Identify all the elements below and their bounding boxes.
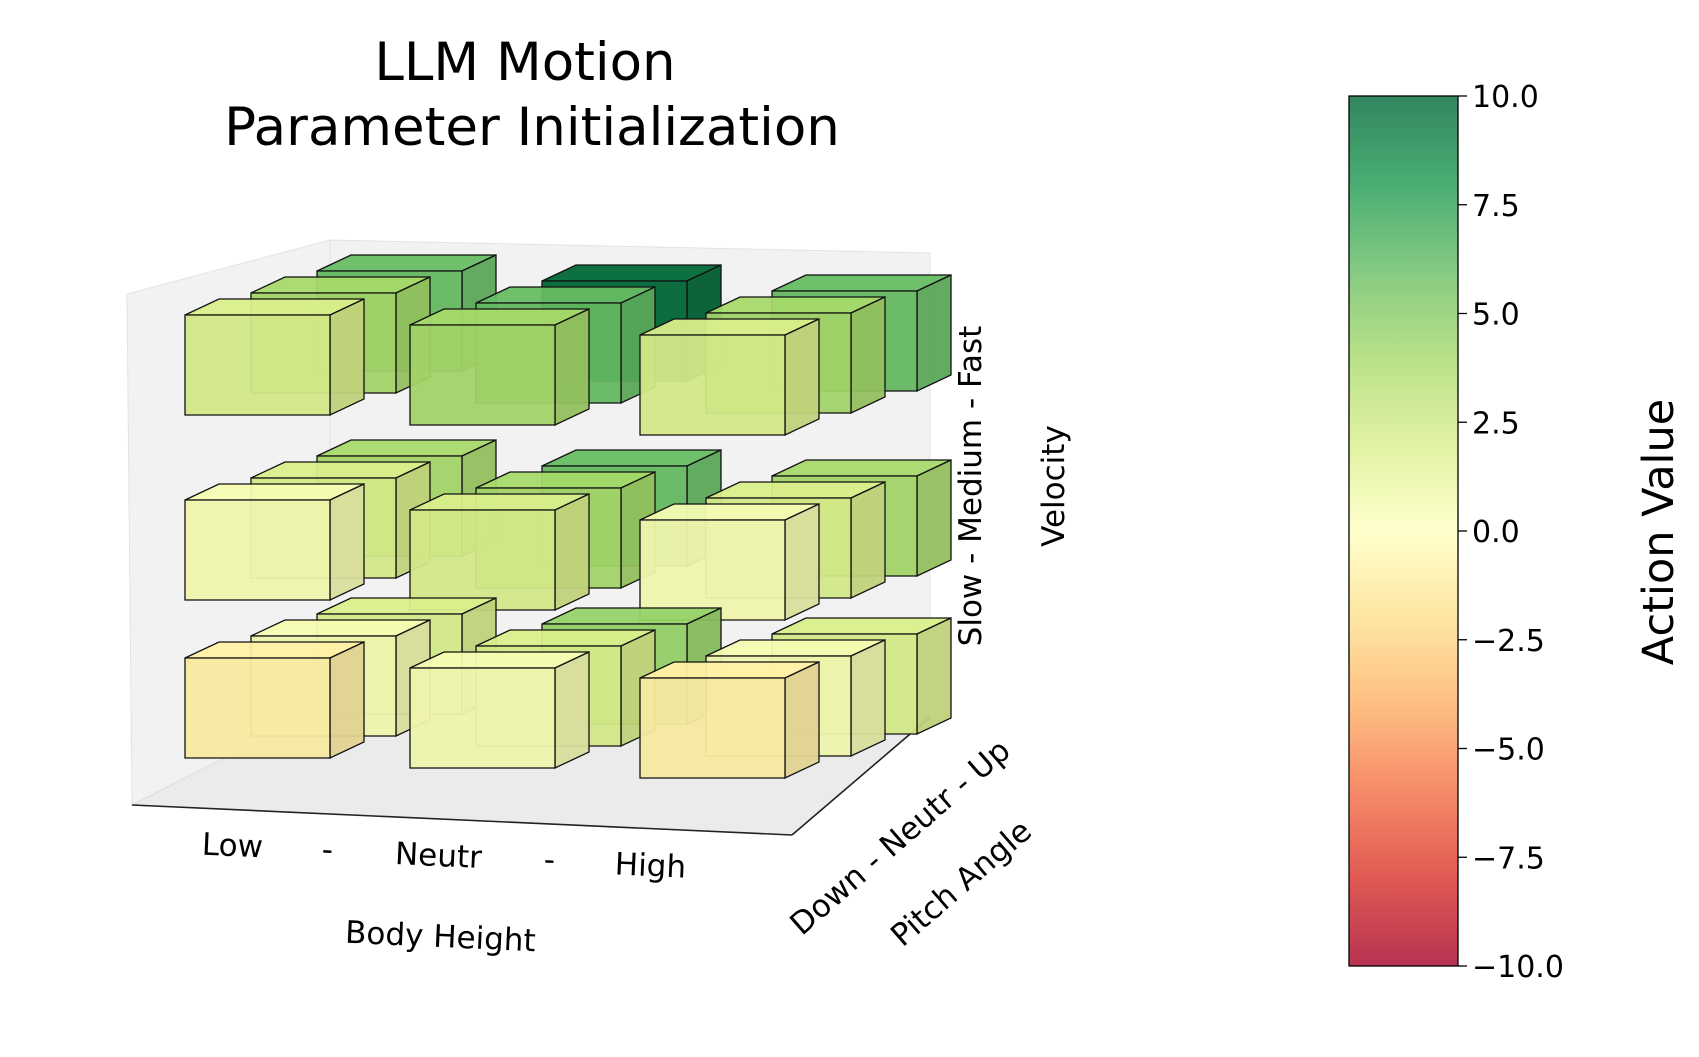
x-axis-ticks: Low - Neutr - High (201, 827, 687, 886)
bar-side-face (784, 502, 820, 622)
bar-side-face (784, 660, 820, 780)
bar-side-face (329, 482, 365, 602)
bar-side-face (916, 458, 952, 578)
bar-side-face (329, 297, 365, 417)
bar-side-face (850, 295, 886, 415)
bar-front-face (639, 519, 786, 621)
colorbar-tick-label: −10.0 (1472, 950, 1564, 985)
bar-medium-down-high (639, 502, 820, 622)
colorbar-tick-label: 7.5 (1472, 189, 1520, 224)
bar-side-face (916, 273, 952, 393)
bar-side-face (554, 650, 590, 770)
chart-title-line-2: Parameter Initialization (224, 97, 840, 158)
chart-title-line-1: LLM Motion (374, 32, 675, 93)
colorbar-ticks: 10.0 7.5 5.0 2.5 0.0 −2.5 −5.0 −7.5 −10.0 (1458, 80, 1564, 985)
bar-front-face (639, 334, 786, 436)
colorbar-tick-label: 2.5 (1472, 406, 1520, 441)
bar-front-face (409, 509, 556, 611)
colorbar-tick-label: −5.0 (1472, 733, 1545, 768)
bar-fast-down-neutr (409, 307, 590, 427)
colorbar-gradient (1348, 95, 1459, 967)
colorbar-tick-label: −2.5 (1472, 624, 1545, 659)
bar-side-face (916, 616, 952, 736)
x-axis-line (131, 804, 793, 836)
x-tick-high: High (614, 846, 687, 885)
x-tick-low: Low (201, 827, 264, 866)
bar-front-face (184, 657, 331, 759)
bar-front-face (184, 314, 331, 416)
bar-side-face (850, 480, 886, 600)
bar-slow-down-low (184, 640, 365, 760)
x-tick-neutr: Neutr (394, 836, 483, 876)
bar-front-face (409, 324, 556, 426)
bar-side-face (329, 640, 365, 760)
x-tick-sep-2: - (543, 842, 556, 878)
bar-medium-down-neutr (409, 492, 590, 612)
x-tick-sep-1: - (321, 832, 334, 868)
bar-slow-down-neutr (409, 650, 590, 770)
z-axis-label: Velocity (1036, 425, 1072, 547)
bar-fast-down-high (639, 317, 820, 437)
y-axis-line (791, 716, 931, 836)
bar-side-face (850, 638, 886, 758)
z-axis-tick-text: Slow - Medium - Fast (953, 326, 989, 647)
colorbar-label: Action Value (1634, 399, 1684, 665)
bar-front-face (409, 667, 556, 769)
bar-side-face (784, 317, 820, 437)
bar-slow-down-high (639, 660, 820, 780)
colorbar-tick-label: 0.0 (1472, 515, 1520, 550)
bar-front-face (184, 499, 331, 601)
colorbar: 10.0 7.5 5.0 2.5 0.0 −2.5 −5.0 −7.5 −10.0 Action… (1348, 80, 1684, 985)
x-axis-label: Body Height (344, 915, 536, 960)
bar-fast-down-low (184, 297, 365, 417)
colorbar-tick-label: 5.0 (1472, 298, 1520, 333)
bar-side-face (554, 492, 590, 612)
bar-medium-down-low (184, 482, 365, 602)
bars-group (184, 253, 952, 780)
colorbar-tick-label: 10.0 (1472, 80, 1539, 115)
colorbar-tick-label: −7.5 (1472, 841, 1545, 876)
bar-side-face (554, 307, 590, 427)
bar-front-face (639, 677, 786, 779)
